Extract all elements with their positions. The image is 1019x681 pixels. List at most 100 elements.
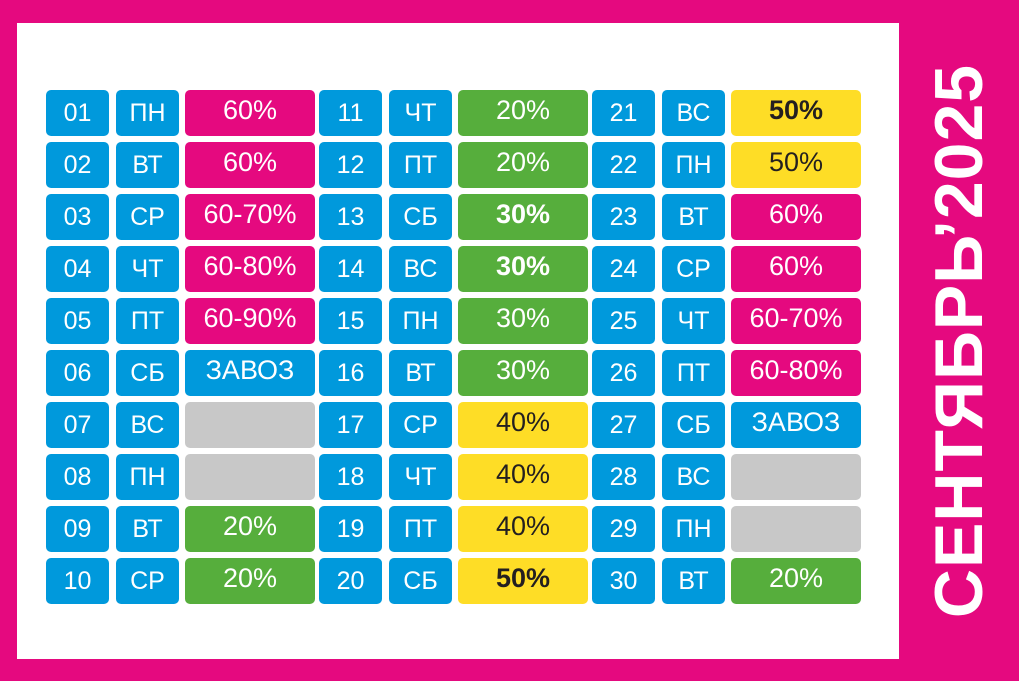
discount-value-text: 40% (495, 510, 551, 541)
discount-value-text: 20% (222, 510, 278, 541)
weekday-label: ПН (116, 454, 179, 500)
discount-value: 30% (458, 350, 588, 396)
discount-value: 60% (185, 90, 315, 136)
day-number: 06 (46, 350, 109, 396)
weekday-label: ПТ (116, 298, 179, 344)
day-number: 11 (319, 90, 382, 136)
weekday-label: ПН (662, 142, 725, 188)
weekday-label: ВС (389, 246, 452, 292)
day-number: 14 (319, 246, 382, 292)
weekday-label: ВТ (662, 194, 725, 240)
weekday-label: ПН (389, 298, 452, 344)
day-number: 13 (319, 194, 382, 240)
discount-value: 60% (731, 246, 861, 292)
discount-value: 20% (458, 142, 588, 188)
discount-value: 60-80% (731, 350, 861, 396)
discount-value-text: 60% (768, 198, 824, 229)
weekday-label: СР (116, 558, 179, 604)
discount-value: 60-70% (731, 298, 861, 344)
discount-value-text: 30% (495, 354, 551, 385)
discount-value: 60-70% (185, 194, 315, 240)
weekday-label: СР (389, 402, 452, 448)
weekday-label: ЧТ (389, 90, 452, 136)
empty-slot (731, 506, 861, 552)
discount-value: ЗАВОЗ (731, 402, 861, 448)
discount-value-text: 60-70% (203, 198, 297, 229)
discount-value: 60% (731, 194, 861, 240)
weekday-label: ЧТ (662, 298, 725, 344)
discount-value-text: 60-90% (203, 302, 297, 333)
day-number: 23 (592, 194, 655, 240)
day-number: 29 (592, 506, 655, 552)
discount-value: 40% (458, 402, 588, 448)
discount-value-text: 20% (768, 562, 824, 593)
weekday-label: СР (662, 246, 725, 292)
weekday-label: ЧТ (116, 246, 179, 292)
discount-value-text: 20% (222, 562, 278, 593)
discount-value-text: 20% (495, 94, 551, 125)
discount-value-text: 60% (768, 250, 824, 281)
discount-value-text: 40% (495, 406, 551, 437)
day-number: 09 (46, 506, 109, 552)
discount-value-text: 50% (495, 562, 551, 593)
day-number: 01 (46, 90, 109, 136)
discount-value-text: 30% (495, 198, 551, 229)
empty-slot (185, 402, 315, 448)
discount-value-text: 40% (495, 458, 551, 489)
discount-value-text: 60-80% (203, 250, 297, 281)
weekday-label: СБ (662, 402, 725, 448)
discount-value: 20% (458, 90, 588, 136)
discount-value: 40% (458, 506, 588, 552)
discount-value: 30% (458, 298, 588, 344)
day-number: 15 (319, 298, 382, 344)
discount-value: 60-80% (185, 246, 315, 292)
day-number: 03 (46, 194, 109, 240)
day-number: 19 (319, 506, 382, 552)
discount-value-text: 50% (768, 146, 824, 177)
weekday-label: ВС (662, 90, 725, 136)
day-number: 17 (319, 402, 382, 448)
discount-value: 20% (185, 506, 315, 552)
discount-value-text: 60% (222, 94, 278, 125)
discount-value: 40% (458, 454, 588, 500)
discount-value-text: 20% (495, 146, 551, 177)
weekday-label: ВС (116, 402, 179, 448)
day-number: 24 (592, 246, 655, 292)
weekday-label: СБ (116, 350, 179, 396)
discount-value-text: 60-70% (749, 302, 843, 333)
day-number: 28 (592, 454, 655, 500)
day-number: 08 (46, 454, 109, 500)
weekday-label: ПТ (662, 350, 725, 396)
weekday-label: СБ (389, 194, 452, 240)
discount-value: 30% (458, 194, 588, 240)
weekday-label: ВС (662, 454, 725, 500)
discount-value-text: 30% (495, 302, 551, 333)
day-number: 04 (46, 246, 109, 292)
day-number: 25 (592, 298, 655, 344)
discount-value: 50% (458, 558, 588, 604)
empty-slot (185, 454, 315, 500)
discount-value: 20% (731, 558, 861, 604)
discount-value: 60% (185, 142, 315, 188)
weekday-label: ПТ (389, 142, 452, 188)
discount-value: 50% (731, 142, 861, 188)
discount-value: ЗАВОЗ (185, 350, 315, 396)
discount-value-text: 60-80% (749, 354, 843, 385)
discount-value-text: ЗАВОЗ (751, 406, 841, 437)
discount-value-text: 30% (495, 250, 551, 281)
weekday-label: ПТ (389, 506, 452, 552)
day-number: 10 (46, 558, 109, 604)
month-title: СЕНТЯБРЬ’2025 (921, 63, 998, 618)
weekday-label: ЧТ (389, 454, 452, 500)
weekday-label: ВТ (389, 350, 452, 396)
weekday-label: ВТ (116, 142, 179, 188)
discount-value-text: 60% (222, 146, 278, 177)
weekday-label: ВТ (662, 558, 725, 604)
discount-value: 50% (731, 90, 861, 136)
empty-slot (731, 454, 861, 500)
day-number: 26 (592, 350, 655, 396)
discount-value: 30% (458, 246, 588, 292)
weekday-label: ПН (662, 506, 725, 552)
day-number: 30 (592, 558, 655, 604)
weekday-label: СР (116, 194, 179, 240)
